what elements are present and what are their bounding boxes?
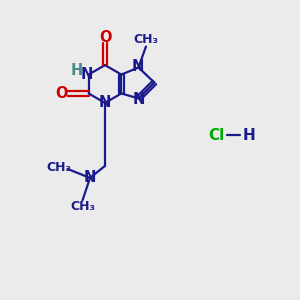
Text: N: N bbox=[133, 92, 145, 106]
Text: N: N bbox=[132, 59, 144, 74]
Text: CH₃: CH₃ bbox=[46, 161, 72, 174]
Text: H: H bbox=[243, 128, 255, 142]
Text: Cl: Cl bbox=[208, 128, 224, 142]
Text: N: N bbox=[81, 67, 93, 82]
Text: H: H bbox=[71, 63, 83, 78]
Text: O: O bbox=[55, 86, 67, 101]
Text: CH₃: CH₃ bbox=[70, 200, 95, 214]
Text: N: N bbox=[99, 95, 111, 110]
Text: O: O bbox=[99, 30, 111, 45]
Text: N: N bbox=[83, 170, 96, 185]
Text: CH₃: CH₃ bbox=[134, 33, 158, 46]
